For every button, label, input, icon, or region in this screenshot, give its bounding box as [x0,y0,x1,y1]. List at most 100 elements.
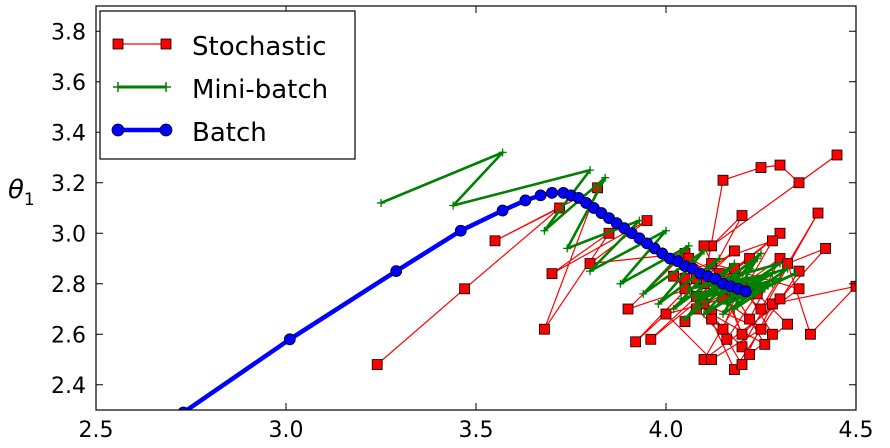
legend-marker-mini-batch [113,82,123,92]
data-point-stochastic [539,323,550,335]
y-axis-label-subscript: 1 [24,190,35,210]
y-axis-label: θ1 [8,175,35,210]
legend-label-batch: Batch [192,118,267,148]
data-point-mini-batch [635,216,644,225]
data-point-stochastic [744,313,755,325]
data-point-mini-batch [776,259,784,268]
data-point-mini-batch [449,201,458,210]
data-point-mini-batch [563,244,572,253]
y-tick-label: 3.8 [51,20,86,45]
data-point-mini-batch [377,198,385,207]
legend-marker-stochastic [112,38,124,50]
data-point-batch [546,186,558,199]
data-point-stochastic [774,293,786,305]
data-point-mini-batch [498,148,507,157]
data-point-mini-batch [669,305,678,313]
data-point-mini-batch [757,249,765,258]
data-point-stochastic [706,354,717,365]
legend-label-stochastic: Stochastic [192,32,327,62]
data-point-stochastic [755,323,767,335]
data-point-mini-batch [654,299,663,308]
data-point-stochastic [831,149,843,161]
data-point-mini-batch [707,305,716,313]
data-point-stochastic [622,303,634,315]
y-axis-label-symbol: θ [8,175,24,205]
data-point-batch [739,285,752,298]
data-point-stochastic [774,227,786,239]
data-point-mini-batch [684,284,693,293]
data-point-mini-batch [662,226,670,235]
series-layer [178,148,856,410]
data-point-mini-batch [745,264,754,273]
data-point-mini-batch [681,315,689,324]
data-point-batch [178,406,189,410]
data-point-stochastic [645,333,657,345]
data-point-stochastic [736,210,748,221]
data-point-stochastic [755,162,767,174]
data-point-stochastic [850,280,856,292]
legend-marker-batch [111,123,125,137]
data-point-mini-batch [715,254,724,263]
data-point-mini-batch [730,305,739,313]
data-point-stochastic [489,235,501,247]
data-point-batch [390,265,403,278]
x-tick-label: 3.0 [269,418,304,443]
data-point-mini-batch [760,272,769,281]
legend-label-mini-batch: Mini-batch [192,75,328,105]
data-point-stochastic [630,336,641,348]
data-point-stochastic [755,303,767,315]
y-tick-label: 3.0 [51,222,86,247]
data-point-mini-batch [791,269,800,278]
data-point-mini-batch [768,269,777,278]
data-point-stochastic [759,338,771,350]
y-tick-label: 3.4 [51,121,86,146]
data-point-batch [519,194,532,207]
data-point-mini-batch [753,254,762,263]
data-point-mini-batch [586,267,594,276]
legend-entry-stochastic: Stochastic [112,32,327,62]
data-point-stochastic [820,242,831,254]
data-point-stochastic [717,174,729,186]
data-point-stochastic [736,341,748,353]
data-point-stochastic [371,359,383,370]
data-point-mini-batch [776,274,784,283]
data-point-stochastic [459,283,471,295]
data-point-mini-batch [703,289,712,298]
legend: Stochastic Mini-batch Batch [99,10,356,160]
data-point-stochastic [729,245,740,257]
data-point-stochastic [793,265,805,277]
data-point-stochastic [554,202,565,214]
data-point-mini-batch [722,299,731,308]
x-tick-label: 4.5 [839,418,874,443]
x-tick-label: 2.5 [79,418,114,443]
data-point-stochastic [736,328,748,340]
data-point-batch [454,224,467,237]
data-point-stochastic [660,308,672,320]
legend-entry-mini-batch: Mini-batch [113,75,328,105]
data-point-stochastic [774,159,786,171]
y-tick-label: 3.6 [51,71,86,96]
data-point-stochastic [767,235,778,247]
data-point-mini-batch [616,279,625,288]
data-point-batch [534,189,547,202]
data-point-mini-batch [639,289,648,298]
data-point-stochastic [721,333,733,345]
data-point-mini-batch [738,294,746,303]
data-point-stochastic [782,318,793,330]
y-tick-label: 3.2 [51,172,86,197]
data-point-mini-batch [783,264,792,273]
x-tick-label: 4.0 [649,418,684,443]
data-point-mini-batch [586,166,594,175]
data-point-mini-batch [768,279,777,288]
data-point-mini-batch [760,284,769,293]
data-point-stochastic [793,283,805,295]
data-point-mini-batch [692,294,701,303]
x-tick-label: 3.5 [459,418,494,443]
data-point-stochastic [736,359,748,370]
legend-marker-batch [159,123,173,137]
data-point-stochastic [706,313,717,325]
data-point-stochastic [805,328,816,340]
data-point-mini-batch [540,226,549,235]
data-point-mini-batch [684,241,693,250]
